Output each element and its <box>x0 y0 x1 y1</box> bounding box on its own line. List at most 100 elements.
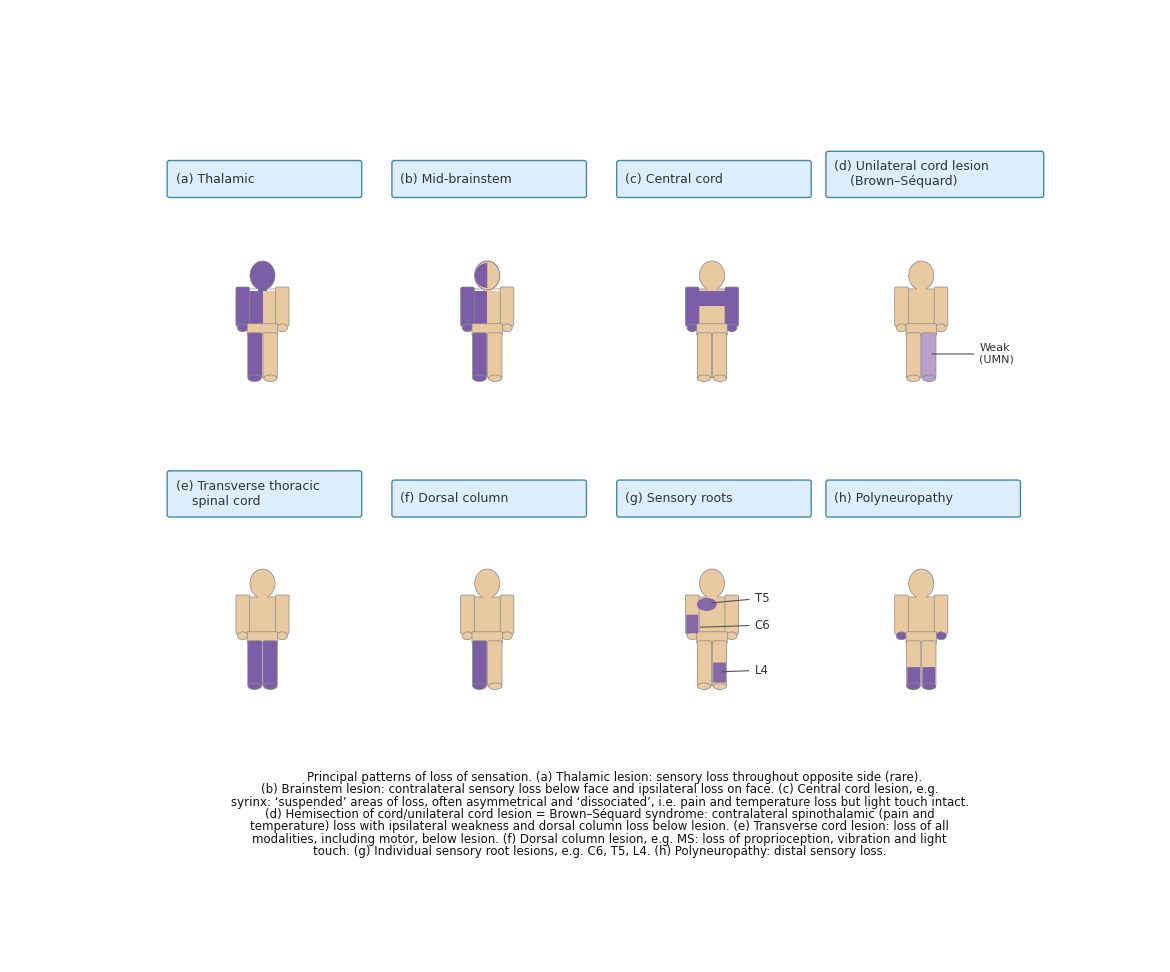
Text: (f) Dorsal column: (f) Dorsal column <box>400 492 509 505</box>
Ellipse shape <box>248 683 261 689</box>
Ellipse shape <box>489 375 502 381</box>
FancyBboxPatch shape <box>907 332 921 378</box>
Ellipse shape <box>727 324 737 331</box>
FancyBboxPatch shape <box>826 480 1020 517</box>
Ellipse shape <box>907 375 920 381</box>
FancyBboxPatch shape <box>473 332 487 378</box>
FancyBboxPatch shape <box>696 324 728 335</box>
Ellipse shape <box>923 375 936 381</box>
FancyBboxPatch shape <box>488 332 502 378</box>
FancyBboxPatch shape <box>906 632 936 643</box>
FancyBboxPatch shape <box>236 287 249 326</box>
Text: (a) Thalamic: (a) Thalamic <box>176 172 254 186</box>
Ellipse shape <box>909 569 934 598</box>
FancyBboxPatch shape <box>934 287 948 326</box>
FancyBboxPatch shape <box>727 289 737 309</box>
FancyBboxPatch shape <box>617 160 811 197</box>
FancyBboxPatch shape <box>696 632 728 643</box>
FancyBboxPatch shape <box>275 287 289 326</box>
FancyBboxPatch shape <box>687 289 697 309</box>
Ellipse shape <box>473 375 486 381</box>
Ellipse shape <box>250 569 275 598</box>
Ellipse shape <box>687 324 697 331</box>
FancyBboxPatch shape <box>907 667 920 685</box>
FancyBboxPatch shape <box>247 324 277 335</box>
FancyBboxPatch shape <box>247 597 278 638</box>
FancyBboxPatch shape <box>248 291 262 328</box>
FancyBboxPatch shape <box>725 287 738 326</box>
Ellipse shape <box>923 683 936 689</box>
Ellipse shape <box>502 324 512 331</box>
FancyBboxPatch shape <box>697 291 727 306</box>
Ellipse shape <box>907 683 920 689</box>
FancyBboxPatch shape <box>907 641 921 686</box>
FancyBboxPatch shape <box>167 160 362 197</box>
FancyBboxPatch shape <box>708 585 716 599</box>
FancyBboxPatch shape <box>483 277 491 291</box>
Text: (h) Polyneuropathy: (h) Polyneuropathy <box>834 492 954 505</box>
FancyBboxPatch shape <box>167 470 362 517</box>
Ellipse shape <box>700 569 724 598</box>
FancyBboxPatch shape <box>275 595 289 634</box>
FancyBboxPatch shape <box>906 324 936 335</box>
FancyBboxPatch shape <box>895 287 908 326</box>
Ellipse shape <box>907 683 920 689</box>
FancyBboxPatch shape <box>392 480 586 517</box>
FancyBboxPatch shape <box>916 585 925 599</box>
FancyBboxPatch shape <box>686 287 698 326</box>
Text: (d) Hemisection of cord/unilateral cord lesion = Brown–Séquard syndrome: contral: (d) Hemisection of cord/unilateral cord … <box>264 808 935 821</box>
FancyBboxPatch shape <box>916 277 925 291</box>
Ellipse shape <box>475 261 500 290</box>
Ellipse shape <box>502 632 512 640</box>
FancyBboxPatch shape <box>247 632 277 643</box>
FancyBboxPatch shape <box>501 595 514 634</box>
Text: T5: T5 <box>711 592 769 605</box>
Ellipse shape <box>462 324 473 331</box>
FancyBboxPatch shape <box>248 332 262 378</box>
FancyBboxPatch shape <box>257 585 267 599</box>
FancyBboxPatch shape <box>697 641 711 686</box>
Ellipse shape <box>248 375 261 381</box>
Ellipse shape <box>714 683 727 689</box>
Text: modalities, including motor, below lesion. (f) Dorsal column lesion, e.g. MS: lo: modalities, including motor, below lesio… <box>253 833 947 846</box>
FancyBboxPatch shape <box>714 663 725 682</box>
Ellipse shape <box>697 375 710 381</box>
Ellipse shape <box>263 375 277 381</box>
FancyBboxPatch shape <box>826 152 1044 197</box>
Ellipse shape <box>714 375 727 381</box>
FancyBboxPatch shape <box>713 641 727 686</box>
Ellipse shape <box>727 632 737 640</box>
FancyBboxPatch shape <box>473 291 487 328</box>
FancyBboxPatch shape <box>263 641 277 686</box>
Ellipse shape <box>697 598 716 611</box>
FancyBboxPatch shape <box>617 480 811 517</box>
FancyBboxPatch shape <box>488 641 502 686</box>
Ellipse shape <box>250 261 275 290</box>
Wedge shape <box>475 263 487 288</box>
FancyBboxPatch shape <box>257 277 267 291</box>
FancyBboxPatch shape <box>906 289 937 330</box>
FancyBboxPatch shape <box>483 585 491 599</box>
FancyBboxPatch shape <box>263 332 277 378</box>
FancyBboxPatch shape <box>696 597 728 638</box>
FancyBboxPatch shape <box>473 641 487 686</box>
FancyBboxPatch shape <box>906 597 937 638</box>
FancyBboxPatch shape <box>708 277 716 291</box>
FancyBboxPatch shape <box>262 291 277 328</box>
FancyBboxPatch shape <box>725 595 738 634</box>
Ellipse shape <box>687 632 697 640</box>
Ellipse shape <box>896 632 907 640</box>
Text: (b) Brainstem lesion: contralateral sensory loss below face and ipsilateral loss: (b) Brainstem lesion: contralateral sens… <box>261 783 938 796</box>
Ellipse shape <box>489 683 502 689</box>
Text: Weak
(UMN): Weak (UMN) <box>932 343 1014 364</box>
Ellipse shape <box>923 683 936 689</box>
FancyBboxPatch shape <box>934 595 948 634</box>
FancyBboxPatch shape <box>922 667 935 685</box>
FancyBboxPatch shape <box>461 287 474 326</box>
Text: Principal patterns of loss of sensation. (a) Thalamic lesion: sensory loss throu: Principal patterns of loss of sensation.… <box>277 771 922 784</box>
Text: C6: C6 <box>701 618 770 632</box>
FancyBboxPatch shape <box>236 595 249 634</box>
Ellipse shape <box>462 632 473 640</box>
FancyBboxPatch shape <box>713 332 727 378</box>
Ellipse shape <box>700 261 724 290</box>
